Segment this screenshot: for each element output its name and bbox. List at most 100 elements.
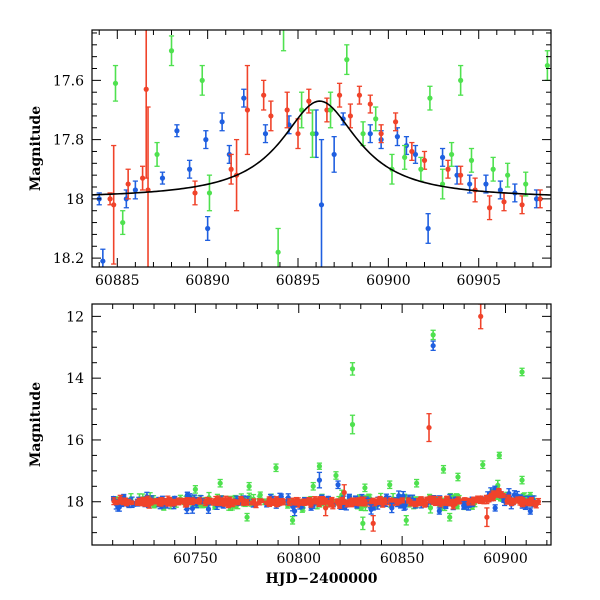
data-point	[125, 181, 131, 187]
data-point	[440, 466, 447, 472]
data-point-red	[259, 498, 265, 504]
data-point-blue	[425, 213, 431, 244]
data-point	[235, 499, 241, 505]
data-point	[449, 151, 455, 158]
data-point	[281, 24, 286, 29]
data-point	[461, 502, 467, 508]
data-point	[421, 157, 428, 163]
data-point-blue	[205, 504, 212, 514]
data-point-red	[348, 499, 354, 507]
data-point-red	[211, 498, 217, 506]
data-point	[184, 506, 190, 512]
data-point	[458, 77, 464, 83]
data-point	[356, 92, 363, 98]
outlier-point-blue	[436, 507, 442, 515]
data-point	[266, 496, 272, 503]
data-point-red	[409, 141, 415, 162]
data-point	[349, 366, 356, 372]
data-point	[519, 202, 525, 208]
x-axis-title: HJD−2400000	[266, 571, 378, 587]
data-point	[349, 421, 356, 428]
data-point	[170, 499, 176, 505]
outlier-point-green	[455, 472, 461, 482]
data-point	[544, 62, 550, 69]
outlier-point-green	[316, 462, 323, 470]
data-point-red	[336, 82, 343, 108]
outlier-point-red	[370, 514, 376, 532]
data-point	[474, 497, 480, 503]
data-point	[270, 499, 276, 505]
data-point	[222, 500, 228, 506]
data-point	[306, 497, 312, 503]
data-point	[344, 501, 350, 507]
data-point-blue	[219, 112, 225, 132]
plot-area	[110, 304, 542, 532]
data-point-red	[379, 497, 385, 505]
data-point-red	[324, 97, 330, 123]
data-point-red	[136, 497, 142, 504]
series-green-outliers	[192, 329, 525, 531]
data-point-red	[204, 496, 210, 505]
data-point-green	[468, 147, 475, 173]
data-point-blue	[412, 144, 419, 164]
data-point-red	[336, 499, 343, 506]
data-point	[454, 172, 460, 178]
series-blue	[96, 88, 540, 267]
data-point-red	[194, 498, 200, 504]
data-point	[217, 480, 223, 486]
data-point	[259, 498, 265, 504]
data-point	[113, 499, 119, 506]
data-point	[418, 500, 424, 506]
x-tick-label: 60890	[185, 273, 230, 289]
data-point	[164, 499, 170, 505]
x-tick-label: 60900	[483, 551, 528, 567]
data-point-red	[238, 495, 244, 502]
data-point	[306, 98, 312, 104]
data-point-red	[266, 496, 272, 503]
data-point-red	[241, 500, 247, 507]
y-tick-label: 14	[66, 371, 84, 387]
data-point	[279, 497, 285, 503]
data-point-green	[418, 156, 424, 182]
data-point	[402, 154, 408, 160]
data-point	[274, 502, 280, 508]
data-point	[439, 154, 446, 160]
data-point	[189, 498, 196, 504]
data-point-red	[249, 500, 256, 506]
data-point	[273, 465, 279, 471]
data-point	[360, 520, 366, 526]
data-point	[331, 151, 337, 158]
data-point	[310, 483, 316, 489]
data-point	[487, 494, 494, 500]
data-point-red	[293, 499, 300, 506]
data-point-blue	[100, 248, 106, 267]
data-point-red	[319, 495, 326, 504]
outlier-point-red	[323, 499, 329, 517]
data-point	[230, 498, 236, 504]
data-point	[316, 463, 323, 469]
data-point	[249, 500, 256, 506]
data-point	[112, 80, 119, 86]
data-point	[497, 187, 504, 193]
data-point	[533, 196, 540, 202]
y-axis-title: Magnitude	[28, 382, 44, 467]
data-point	[344, 57, 350, 63]
data-point-blue	[186, 159, 193, 179]
outlier-point-blue	[430, 340, 436, 351]
data-point	[455, 474, 461, 480]
data-point-red	[394, 498, 400, 506]
outlier-point-blue	[389, 502, 395, 514]
data-point-red	[158, 497, 164, 504]
data-point-red	[468, 498, 475, 504]
data-point	[497, 493, 504, 499]
data-point-red	[154, 497, 160, 504]
data-point-red	[284, 91, 290, 129]
y-tick-label: 12	[66, 309, 84, 325]
outlier-point-red	[484, 507, 490, 528]
outlier-point-green	[349, 414, 356, 435]
data-point	[430, 343, 436, 349]
outlier-point-green	[440, 464, 447, 474]
outlier-point-green	[519, 367, 525, 377]
data-point	[426, 424, 432, 431]
data-point	[261, 92, 267, 98]
